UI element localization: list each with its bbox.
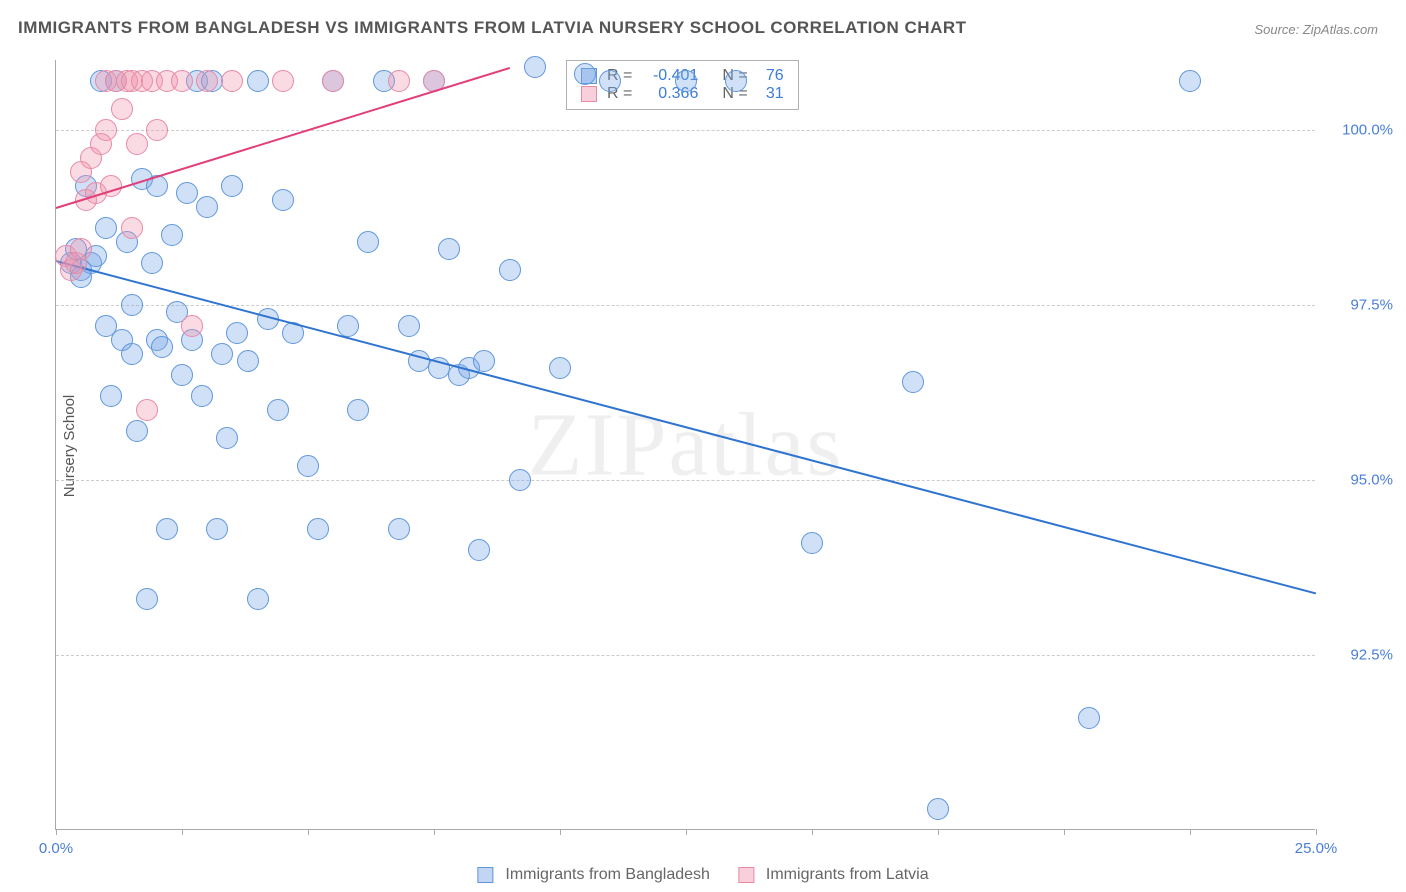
data-point bbox=[902, 371, 924, 393]
data-point bbox=[322, 70, 344, 92]
data-point bbox=[549, 357, 571, 379]
data-point bbox=[675, 70, 697, 92]
data-point bbox=[111, 98, 133, 120]
x-tick bbox=[686, 829, 687, 835]
bottom-legend-item: Immigrants from Latvia bbox=[738, 866, 929, 884]
data-point bbox=[151, 336, 173, 358]
series-name: Immigrants from Bangladesh bbox=[505, 866, 710, 884]
data-point bbox=[599, 70, 621, 92]
x-tick bbox=[812, 829, 813, 835]
series-legend: Immigrants from Bangladesh Immigrants fro… bbox=[477, 866, 928, 884]
data-point bbox=[237, 350, 259, 372]
data-point bbox=[136, 399, 158, 421]
data-point bbox=[221, 175, 243, 197]
data-point bbox=[524, 56, 546, 78]
x-tick bbox=[1064, 829, 1065, 835]
data-point bbox=[247, 70, 269, 92]
x-tick bbox=[1316, 829, 1317, 835]
data-point bbox=[272, 189, 294, 211]
data-point bbox=[468, 539, 490, 561]
plot-area: ZIPatlas R = -0.401N = 76R = 0.366N = 31… bbox=[55, 60, 1315, 830]
data-point bbox=[499, 259, 521, 281]
data-point bbox=[171, 70, 193, 92]
data-point bbox=[181, 315, 203, 337]
legend-n-value: 31 bbox=[754, 85, 784, 103]
source-label: Source: ZipAtlas.com bbox=[1254, 22, 1378, 37]
data-point bbox=[272, 70, 294, 92]
data-point bbox=[121, 294, 143, 316]
data-point bbox=[398, 315, 420, 337]
data-point bbox=[927, 798, 949, 820]
data-point bbox=[176, 182, 198, 204]
data-point bbox=[100, 385, 122, 407]
gridline bbox=[56, 305, 1315, 306]
legend-swatch bbox=[738, 867, 754, 883]
data-point bbox=[574, 63, 596, 85]
x-tick bbox=[434, 829, 435, 835]
x-tick bbox=[56, 829, 57, 835]
data-point bbox=[121, 217, 143, 239]
data-point bbox=[211, 343, 233, 365]
data-point bbox=[196, 196, 218, 218]
data-point bbox=[161, 224, 183, 246]
x-tick-label: 0.0% bbox=[39, 840, 73, 857]
x-tick bbox=[938, 829, 939, 835]
gridline bbox=[56, 480, 1315, 481]
data-point bbox=[196, 70, 218, 92]
data-point bbox=[136, 588, 158, 610]
data-point bbox=[1179, 70, 1201, 92]
y-tick-label: 100.0% bbox=[1323, 122, 1393, 139]
data-point bbox=[191, 385, 213, 407]
x-tick-label: 25.0% bbox=[1295, 840, 1338, 857]
series-name: Immigrants from Latvia bbox=[766, 866, 929, 884]
data-point bbox=[725, 70, 747, 92]
legend-swatch bbox=[477, 867, 493, 883]
legend-n-value: 76 bbox=[754, 67, 784, 85]
data-point bbox=[473, 350, 495, 372]
data-point bbox=[221, 70, 243, 92]
legend-swatch bbox=[581, 86, 597, 102]
data-point bbox=[1078, 707, 1100, 729]
data-point bbox=[297, 455, 319, 477]
y-tick-label: 92.5% bbox=[1323, 647, 1393, 664]
data-point bbox=[171, 364, 193, 386]
data-point bbox=[156, 518, 178, 540]
data-point bbox=[121, 343, 143, 365]
data-point bbox=[146, 119, 168, 141]
data-point bbox=[388, 70, 410, 92]
x-tick bbox=[308, 829, 309, 835]
gridline bbox=[56, 655, 1315, 656]
data-point bbox=[247, 588, 269, 610]
data-point bbox=[206, 518, 228, 540]
data-point bbox=[95, 119, 117, 141]
data-point bbox=[95, 217, 117, 239]
x-tick bbox=[560, 829, 561, 835]
trend-line bbox=[56, 260, 1317, 594]
y-tick-label: 95.0% bbox=[1323, 472, 1393, 489]
gridline bbox=[56, 130, 1315, 131]
data-point bbox=[509, 469, 531, 491]
data-point bbox=[126, 133, 148, 155]
data-point bbox=[267, 399, 289, 421]
data-point bbox=[337, 315, 359, 337]
data-point bbox=[226, 322, 248, 344]
data-point bbox=[388, 518, 410, 540]
x-tick bbox=[182, 829, 183, 835]
data-point bbox=[307, 518, 329, 540]
y-tick-label: 97.5% bbox=[1323, 297, 1393, 314]
data-point bbox=[801, 532, 823, 554]
data-point bbox=[70, 238, 92, 260]
data-point bbox=[216, 427, 238, 449]
chart-title: IMMIGRANTS FROM BANGLADESH VS IMMIGRANTS… bbox=[18, 18, 967, 38]
data-point bbox=[126, 420, 148, 442]
data-point bbox=[438, 238, 460, 260]
x-tick bbox=[1190, 829, 1191, 835]
data-point bbox=[357, 231, 379, 253]
bottom-legend-item: Immigrants from Bangladesh bbox=[477, 866, 710, 884]
data-point bbox=[141, 252, 163, 274]
data-point bbox=[347, 399, 369, 421]
